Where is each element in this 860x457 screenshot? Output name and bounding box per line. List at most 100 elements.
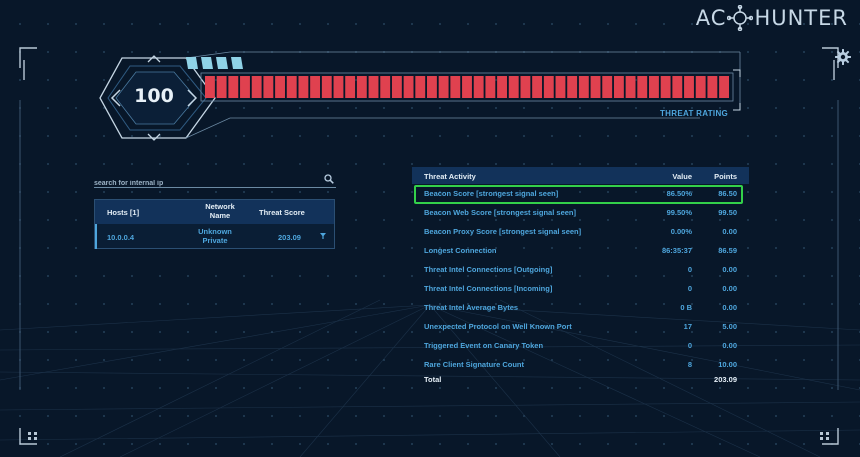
table-row[interactable]: Beacon Web Score [strongest signal seen]…	[412, 203, 749, 222]
threat-bar-segment	[333, 76, 344, 98]
activity-name: Threat Intel Connections [Outgoing]	[424, 265, 553, 274]
host-network-line2: Private	[202, 236, 228, 245]
threat-bar-segment	[695, 76, 706, 98]
threat-bar-segment	[356, 76, 367, 98]
threat-bar-segment	[368, 76, 379, 98]
activity-name: Beacon Web Score [strongest signal seen]	[424, 208, 576, 217]
activity-points: 99.50	[718, 208, 737, 217]
gear-icon[interactable]	[835, 49, 851, 65]
threat-bar-segment	[637, 76, 648, 98]
table-row[interactable]: Rare Client Signature Count 8 10.00	[412, 355, 749, 374]
threat-bar-segment	[450, 76, 461, 98]
threat-bar-segment	[707, 76, 718, 98]
activity-points: 0.00	[722, 265, 737, 274]
threat-bar-segment	[649, 76, 659, 98]
hosts-column-header[interactable]: Hosts [1]	[107, 208, 140, 217]
threat-bar-segment	[391, 76, 402, 98]
activity-points: 0.00	[722, 341, 737, 350]
points-column-header: Points	[714, 172, 737, 181]
hunter-node-icon	[727, 5, 754, 31]
activity-name: Unexpected Protocol on Well Known Port	[424, 322, 572, 331]
host-threat-score: 203.09	[278, 233, 301, 242]
activity-name: Longest Connection	[424, 246, 497, 255]
threat-bar-segment	[438, 76, 449, 98]
hosts-table: Hosts [1] Network Name Threat Score 10.0…	[94, 199, 335, 249]
activity-name: Triggered Event on Canary Token	[424, 341, 544, 350]
brand-logo: AC HUNTER	[696, 5, 848, 31]
table-row[interactable]: Threat Intel Connections [Incoming] 0 0.00	[412, 279, 749, 298]
threat-bar-segment	[532, 76, 543, 98]
threat-bar-segment	[578, 76, 589, 98]
total-label: Total	[424, 375, 442, 384]
network-column-header-line2: Name	[209, 211, 231, 220]
host-network-line1: Unknown	[198, 227, 232, 236]
table-row[interactable]: Threat Intel Average Bytes 0 B 0.00	[412, 298, 749, 317]
table-row[interactable]: Beacon Proxy Score [strongest signal see…	[412, 222, 749, 241]
activity-value: 17	[683, 322, 692, 331]
row-highlight	[414, 185, 743, 204]
activity-column-header: Threat Activity	[424, 172, 476, 181]
threat-score-column-header[interactable]: Threat Score	[259, 208, 305, 217]
threat-rating-label: THREAT RATING	[660, 109, 729, 118]
threat-bar-segment	[497, 76, 507, 98]
threat-bar-segment	[462, 76, 472, 98]
threat-bar-segment	[660, 76, 671, 98]
threat-bar-segment	[719, 76, 729, 98]
activity-points: 0.00	[722, 303, 737, 312]
threat-bar-segment	[251, 76, 262, 98]
threat-bar	[205, 76, 729, 98]
threat-bar-segment	[602, 76, 613, 98]
threat-bar-segment	[275, 76, 285, 98]
activity-value: 99.50%	[666, 208, 692, 217]
threat-bar-segment	[672, 76, 683, 98]
threat-bar-segment	[263, 76, 274, 98]
search-icon[interactable]	[324, 174, 334, 184]
threat-bar-segment	[345, 76, 356, 98]
threat-bar-segment	[590, 76, 601, 98]
threat-bar-segment	[321, 76, 332, 98]
table-row[interactable]: Threat Intel Connections [Outgoing] 0 0.00	[412, 260, 749, 279]
filter-icon[interactable]	[320, 233, 326, 239]
host-ip[interactable]: 10.0.0.4	[107, 233, 135, 242]
brand-text-right: HUNTER	[754, 6, 848, 30]
total-points: 203.09	[714, 375, 737, 384]
activity-name: Rare Client Signature Count	[424, 360, 525, 369]
activity-value: 0	[687, 284, 692, 293]
activity-points: 10.00	[718, 360, 737, 369]
brand-text-left: AC	[695, 6, 727, 30]
selected-row-indicator	[95, 224, 97, 249]
threat-bar-segment	[508, 76, 519, 98]
threat-bar-segment	[298, 76, 309, 98]
table-row[interactable]: 10.0.0.4 Unknown Private 203.09	[95, 224, 334, 249]
activity-value: 0	[687, 341, 692, 350]
threat-bar-segment	[520, 76, 531, 98]
table-row[interactable]: Unexpected Protocol on Well Known Port 17…	[412, 317, 749, 336]
threat-bar-segment	[415, 76, 426, 98]
activity-value: 86.50%	[666, 189, 692, 198]
activity-value: 0	[687, 265, 692, 274]
activity-value: 86:35:37	[661, 246, 692, 255]
threat-bar-segment	[555, 76, 566, 98]
activity-value: 0 B	[680, 303, 692, 312]
threat-bar-segment	[684, 76, 694, 98]
threat-bar-segment	[485, 76, 496, 98]
threat-bar-segment	[427, 76, 437, 98]
activity-value: 8	[687, 360, 692, 369]
activity-name: Threat Intel Connections [Incoming]	[424, 284, 553, 293]
threat-bar-segment	[228, 76, 239, 98]
table-row[interactable]: Longest Connection 86:35:37 86.59	[412, 241, 749, 260]
network-column-header-line1[interactable]: Network	[205, 202, 235, 211]
table-row[interactable]: Triggered Event on Canary Token 0 0.00	[412, 336, 749, 355]
threat-bar-segment	[613, 76, 624, 98]
threat-bar-segment	[240, 76, 250, 98]
activity-points: 0.00	[722, 284, 737, 293]
search-box	[94, 172, 336, 191]
search-input[interactable]	[94, 176, 314, 191]
hosts-table-header: Hosts [1] Network Name Threat Score	[95, 200, 334, 224]
threat-bar-segment	[403, 76, 414, 98]
threat-bar-segment	[567, 76, 578, 98]
table-row[interactable]: Beacon Score [strongest signal seen] 86.5…	[412, 184, 749, 203]
